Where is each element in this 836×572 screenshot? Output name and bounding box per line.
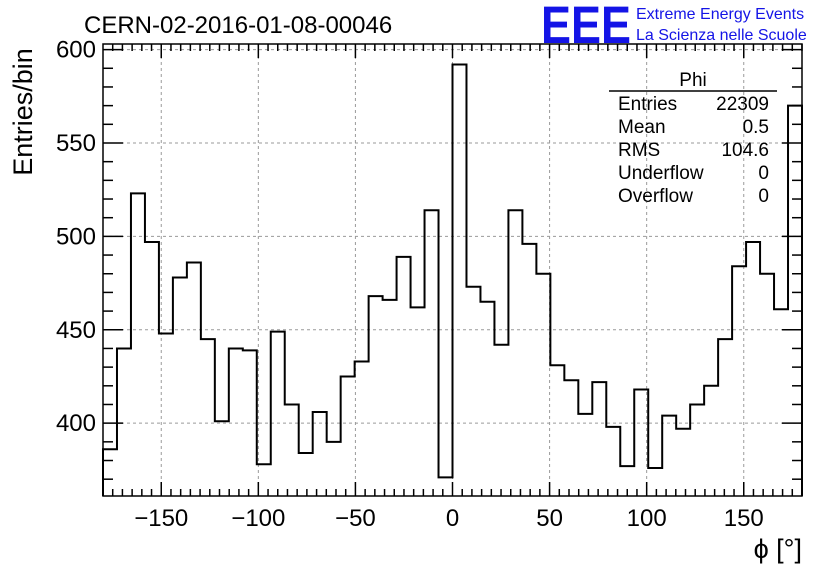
stats-rms-label: RMS <box>618 140 660 161</box>
x-tick-label: 100 <box>627 505 667 532</box>
logo-line-1: Extreme Energy Events <box>636 6 804 23</box>
stats-overflow-label: Overflow <box>618 186 693 207</box>
x-axis-label: ϕ [°] <box>754 534 802 564</box>
x-tick-label: 150 <box>724 505 764 532</box>
y-tick-labels: 400 450 500 550 600 <box>56 37 96 438</box>
y-tick-label: 400 <box>56 410 96 437</box>
y-axis-label: Entries/bin <box>8 48 38 176</box>
stats-entries-value: 22309 <box>716 94 769 115</box>
histogram-step-line <box>102 63 803 496</box>
y-tick-label: 600 <box>56 37 96 64</box>
stats-overflow-value: 0 <box>758 186 769 207</box>
stats-underflow-label: Underflow <box>618 163 704 184</box>
y-tick-label: 450 <box>56 317 96 344</box>
x-tick-label: −150 <box>134 505 188 532</box>
x-tick-label: 0 <box>446 505 459 532</box>
stats-box: Phi Entries 22309 Mean 0.5 RMS 104.6 Und… <box>609 70 777 207</box>
logo-line-2: La Scienza nelle Scuole <box>636 27 807 44</box>
eee-logo: EEE <box>541 0 631 55</box>
x-tick-label: 50 <box>536 505 563 532</box>
x-tick-label: −100 <box>231 505 285 532</box>
stats-mean-label: Mean <box>618 117 666 138</box>
y-tick-label: 500 <box>56 223 96 250</box>
chart-title: CERN-02-2016-01-08-00046 <box>84 12 392 39</box>
stats-rms-value: 104.6 <box>721 140 769 161</box>
stats-underflow-value: 0 <box>758 163 769 184</box>
stats-title: Phi <box>679 70 706 91</box>
stats-mean-value: 0.5 <box>743 117 769 138</box>
x-tick-label: −50 <box>335 505 376 532</box>
x-tick-labels: −150 −100 −50 0 50 100 150 <box>134 505 764 532</box>
stats-entries-label: Entries <box>618 94 677 115</box>
y-tick-label: 550 <box>56 130 96 157</box>
